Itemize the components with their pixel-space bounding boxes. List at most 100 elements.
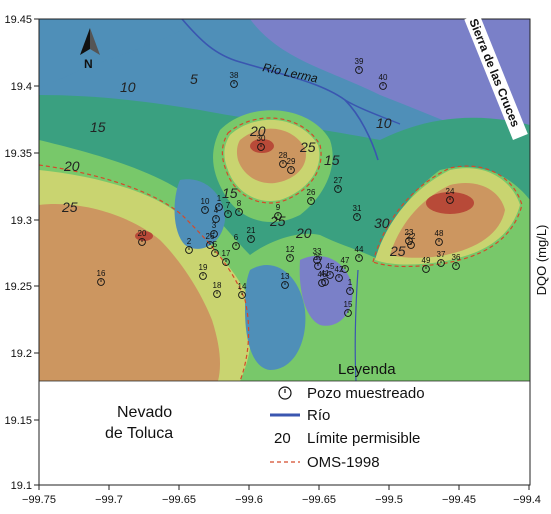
well-marker: 33 — [313, 247, 322, 264]
well-marker: 31 — [353, 204, 362, 221]
well-label: 44 — [355, 245, 364, 254]
well-label: 8 — [237, 199, 242, 208]
well-marker: 1 — [215, 194, 223, 211]
well-label: 3 — [212, 221, 217, 230]
well-icon — [281, 281, 289, 289]
legend-well-label: Pozo muestreado — [307, 385, 425, 402]
north-label: N — [84, 57, 93, 71]
well-icon — [379, 82, 387, 90]
pocket-center-blue — [299, 255, 353, 326]
well-icon — [222, 258, 230, 266]
well-icon — [346, 287, 354, 295]
well-label: 49 — [422, 256, 431, 265]
legend-contour-label: Límite permisible — [307, 430, 420, 447]
well-marker: 24 — [446, 187, 455, 204]
well-marker: 41 — [321, 269, 330, 286]
well-label: 6 — [234, 233, 239, 242]
well-label: 14 — [238, 282, 247, 291]
oms-1998-contour-center — [221, 117, 322, 204]
nevado-label-line1: Nevado — [117, 404, 172, 421]
well-marker: 27 — [334, 176, 343, 193]
well-icon — [201, 206, 209, 214]
nevado-label-line2: de Toluca — [105, 425, 173, 442]
band-35-west — [135, 231, 153, 241]
well-icon — [334, 185, 342, 193]
well-icon — [314, 262, 322, 270]
well-icon — [138, 238, 146, 246]
y-tick-label: 19.2 — [11, 348, 32, 360]
contour-label: 15 — [222, 185, 238, 201]
well-marker: 49 — [422, 256, 431, 273]
well-label: 7 — [226, 201, 231, 210]
y-tick-label: 19.25 — [4, 281, 32, 293]
well-label: 12 — [286, 245, 295, 254]
well-label: 21 — [247, 226, 256, 235]
x-tick-label: −99.5 — [375, 494, 403, 506]
well-icon — [446, 196, 454, 204]
well-icon — [355, 254, 363, 262]
well-icon — [224, 210, 232, 218]
well-marker: 13 — [281, 272, 290, 289]
y-tick-label: 19.45 — [4, 14, 32, 26]
well-label: 29 — [287, 157, 296, 166]
well-label: 31 — [353, 204, 362, 213]
well-icon — [97, 278, 105, 286]
x-tick-label: −99.7 — [95, 494, 123, 506]
x-tick-label: −99.65 — [162, 494, 196, 506]
well-marker: 6 — [232, 233, 240, 250]
well-label: 1 — [217, 194, 222, 203]
well-icon — [215, 203, 223, 211]
well-icon — [287, 166, 295, 174]
contour-label: 20 — [249, 123, 266, 139]
well-label: 20 — [138, 229, 147, 238]
well-label: 23 — [405, 228, 414, 237]
well-icon — [344, 309, 352, 317]
well-label: 39 — [355, 57, 364, 66]
contour-label: 10 — [120, 79, 136, 95]
x-tick-label: −99.75 — [22, 494, 56, 506]
well-icon — [313, 256, 321, 264]
well-marker: 37 — [437, 250, 446, 267]
well-icon — [230, 80, 238, 88]
well-label: 42 — [335, 265, 344, 274]
well-icon — [307, 197, 315, 205]
x-axis: −99.75 −99.7 −99.65 −99.6 −99.65 −99.5 −… — [22, 485, 541, 506]
well-icon — [355, 66, 363, 74]
contour-label: 5 — [190, 71, 198, 87]
contour-label: 20 — [63, 158, 80, 174]
well-marker: 45 — [326, 262, 335, 279]
well-marker: 35 — [314, 253, 323, 270]
well-marker: 40 — [379, 73, 388, 90]
band-35-center — [250, 139, 274, 153]
x-tick-label: −99.65 — [302, 494, 336, 506]
y-axis: 19.45 19.4 19.35 19.3 19.25 19.2 19.15 1… — [4, 14, 39, 492]
well-icon — [247, 235, 255, 243]
well-marker: 20 — [138, 229, 147, 246]
well-marker: 26 — [206, 232, 215, 249]
well-label: 36 — [452, 253, 461, 262]
well-marker: 21 — [247, 226, 256, 243]
y-tick-label: 19.4 — [11, 81, 32, 93]
well-icon — [407, 241, 415, 249]
well-marker: 16 — [97, 269, 106, 286]
well-marker: 48 — [435, 229, 444, 246]
well-marker: 39 — [355, 57, 364, 74]
well-icon — [452, 262, 460, 270]
axes-frame — [38, 18, 531, 486]
well-icon — [286, 254, 294, 262]
river-branch — [344, 99, 401, 125]
legend-title: Leyenda — [338, 361, 396, 378]
well-label: 28 — [279, 151, 288, 160]
band-30-east — [390, 182, 505, 258]
legend-well-icon — [278, 386, 292, 400]
well-marker: 12 — [286, 245, 295, 262]
well-icon — [326, 271, 334, 279]
contour-label: 15 — [324, 152, 340, 168]
pocket-left-blue — [174, 179, 225, 249]
well-label: 30 — [257, 134, 266, 143]
well-label: 2 — [187, 237, 192, 246]
well-label: 5 — [213, 240, 218, 249]
well-marker: 42 — [335, 265, 344, 282]
well-marker: 9 — [274, 203, 282, 220]
well-label: 9 — [276, 203, 281, 212]
